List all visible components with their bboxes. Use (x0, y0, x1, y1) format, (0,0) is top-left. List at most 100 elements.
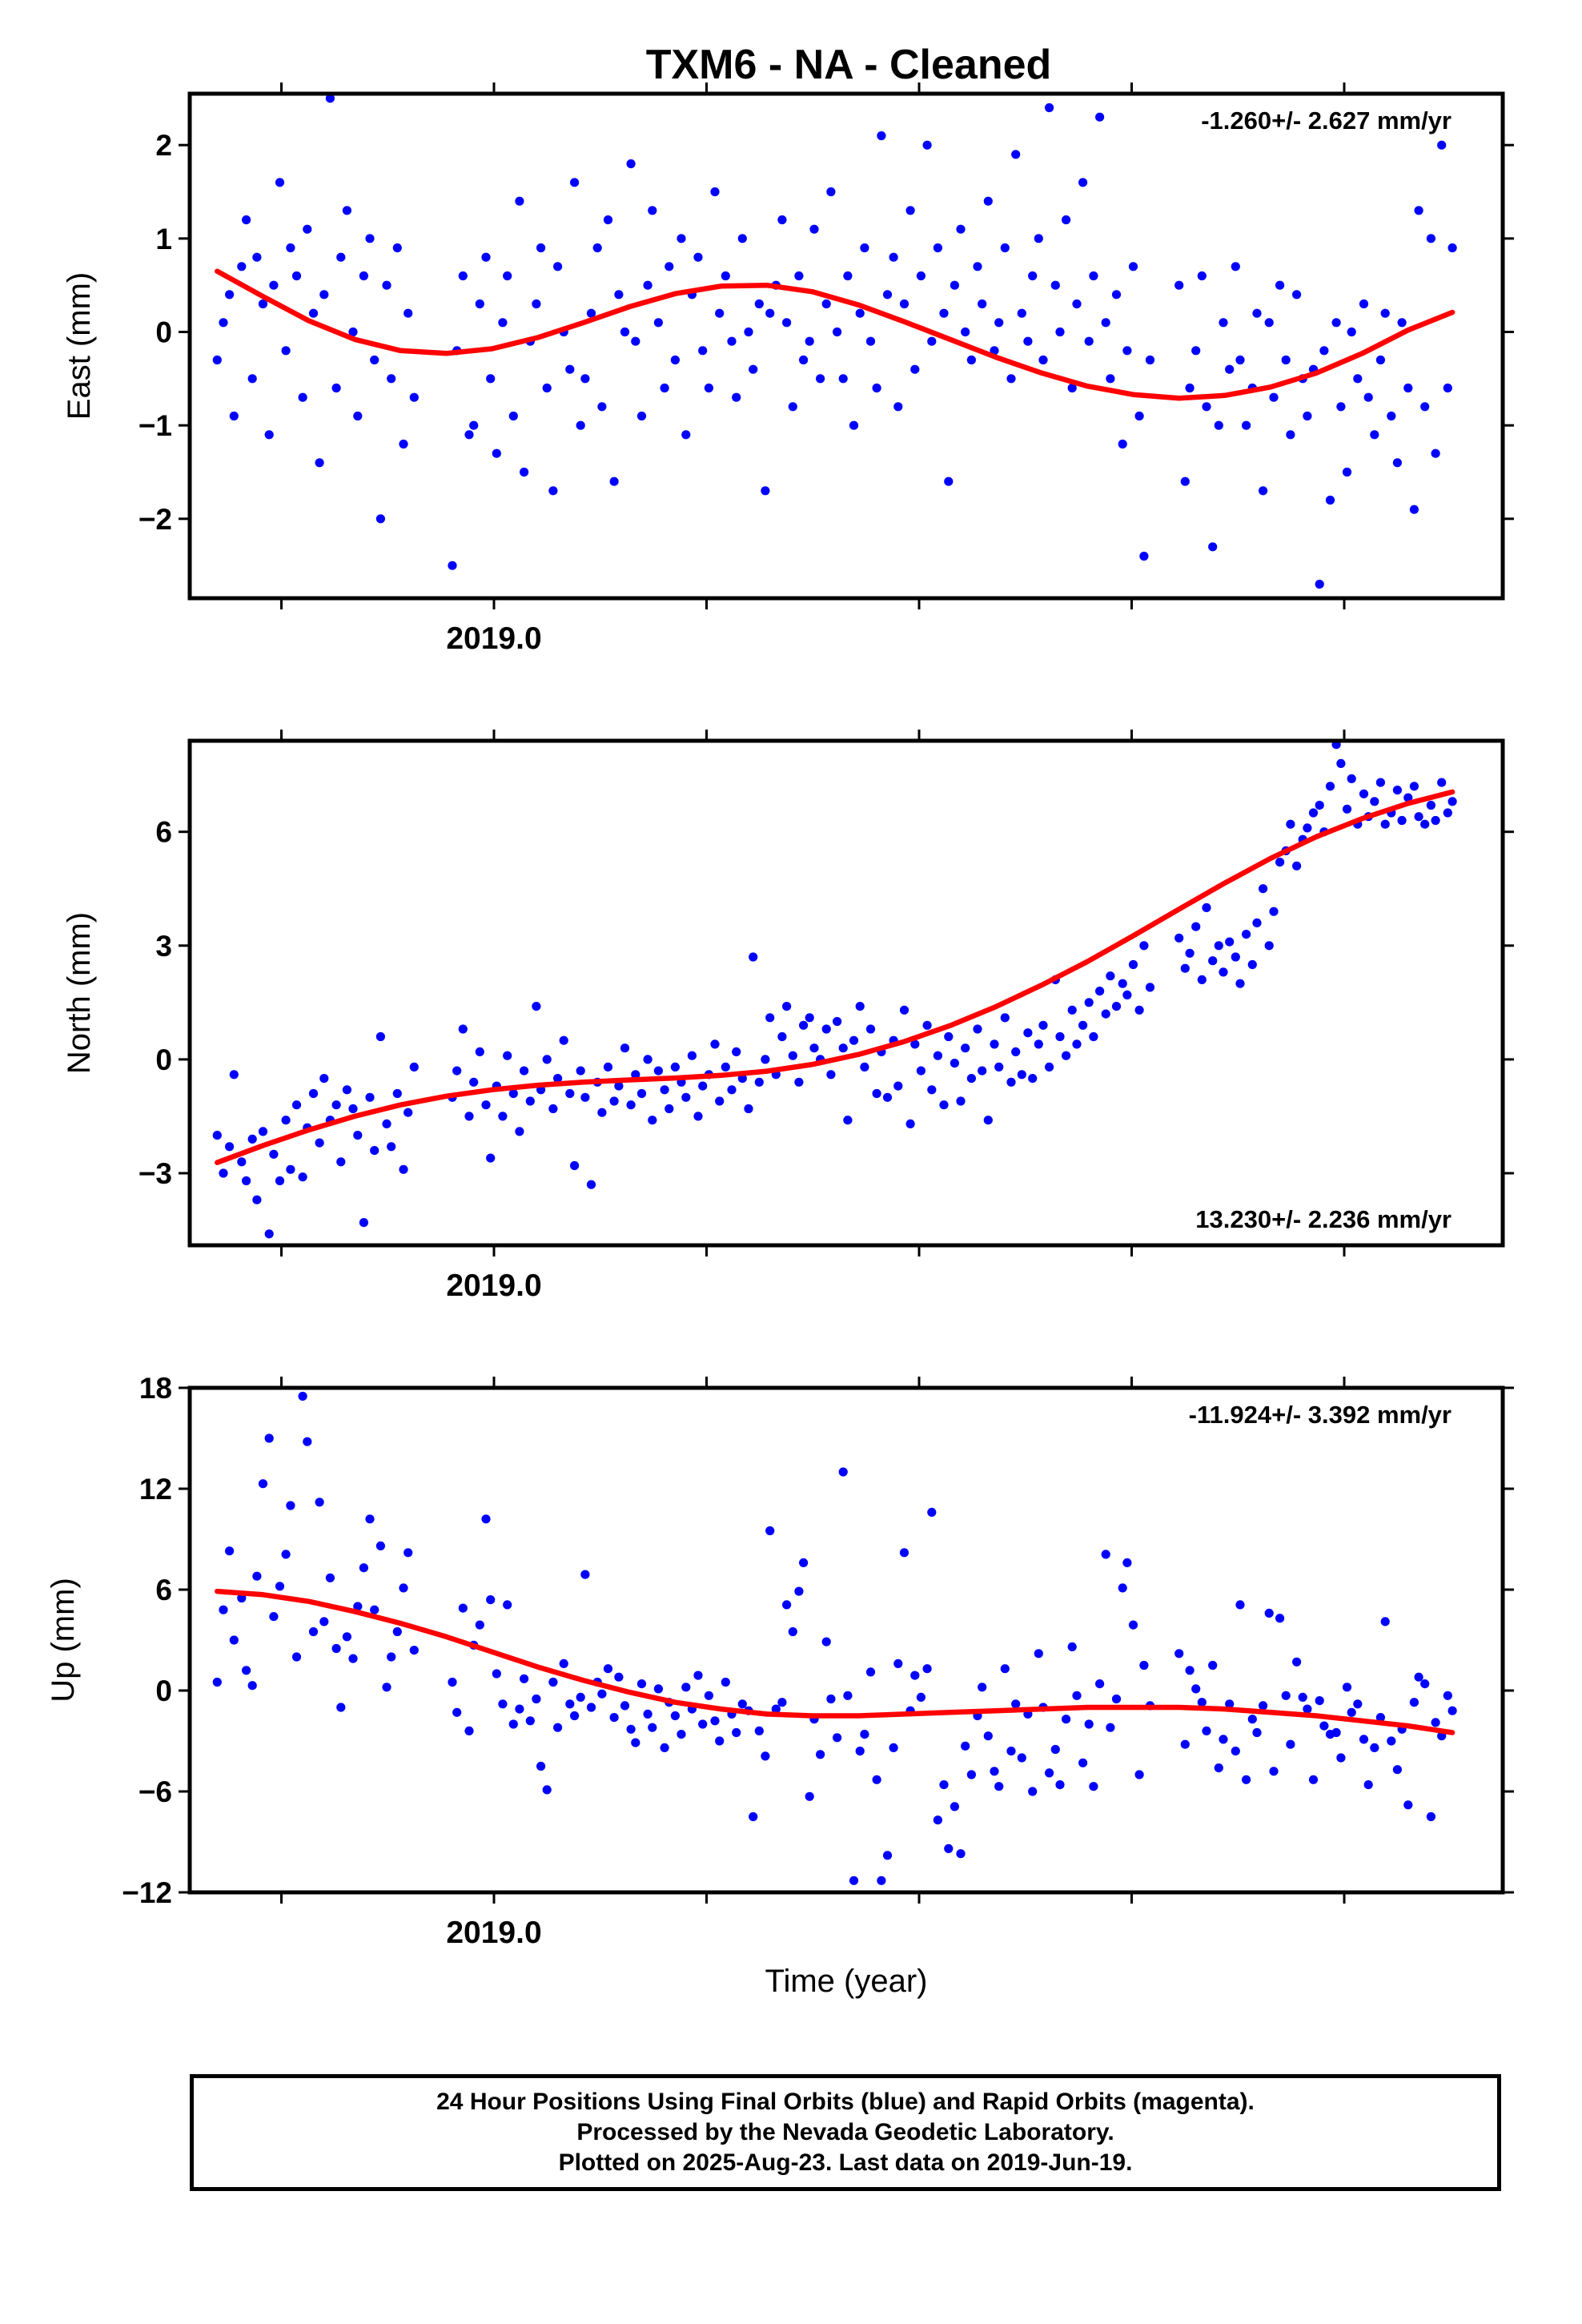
data-point (698, 1081, 708, 1091)
data-point (486, 1153, 496, 1163)
data-point (1034, 1039, 1043, 1049)
data-point (498, 1112, 508, 1121)
data-point (1409, 1698, 1419, 1707)
data-point (319, 1074, 329, 1084)
data-point (1214, 941, 1223, 951)
y-tick-label: 6 (155, 1574, 172, 1606)
y-tick-label: 2 (155, 129, 172, 162)
data-point (548, 1677, 558, 1687)
data-point (1062, 1051, 1071, 1060)
data-point (620, 1043, 630, 1053)
data-point (298, 1391, 307, 1401)
data-point (458, 1024, 468, 1034)
data-point (1017, 308, 1026, 318)
data-point (532, 299, 541, 309)
north-frame (187, 738, 1505, 1248)
data-point (247, 1681, 257, 1691)
data-point (212, 1677, 222, 1687)
data-point (1028, 1074, 1038, 1084)
data-point (1264, 941, 1274, 951)
data-point (525, 1716, 535, 1726)
data-point (1197, 1698, 1207, 1707)
data-point (1078, 178, 1088, 187)
data-point (956, 1096, 966, 1106)
data-point (592, 243, 602, 253)
data-point (893, 1659, 903, 1668)
data-point (359, 1218, 368, 1228)
data-point (252, 1195, 262, 1204)
data-point (308, 308, 319, 318)
data-point (1111, 290, 1122, 300)
data-point (281, 346, 291, 356)
data-point (882, 1092, 893, 1102)
data-point (1447, 243, 1457, 253)
data-point (893, 1081, 903, 1091)
data-point (1089, 1782, 1098, 1791)
y-tick-label: −12 (122, 1876, 172, 1909)
data-point (754, 299, 764, 309)
data-point (799, 1558, 809, 1567)
data-point (1055, 327, 1065, 337)
data-point (570, 1160, 580, 1171)
data-point (1214, 420, 1223, 430)
data-point (983, 1116, 993, 1125)
data-point (498, 1699, 508, 1709)
data-point (365, 1092, 375, 1102)
data-point (653, 318, 664, 328)
data-point (1347, 774, 1356, 784)
data-point (693, 252, 703, 262)
data-point (319, 1617, 329, 1626)
data-point (1259, 1701, 1268, 1711)
data-point (1342, 804, 1352, 814)
data-point (777, 1031, 787, 1042)
data-point (576, 1066, 585, 1076)
data-point (1375, 1713, 1385, 1723)
data-point (342, 1085, 351, 1095)
data-point (1231, 952, 1240, 962)
data-point (570, 178, 580, 187)
data-point (643, 280, 652, 290)
data-point (1380, 819, 1390, 829)
data-point (475, 299, 484, 309)
data-point (1331, 318, 1341, 328)
up-points (212, 1391, 1457, 1885)
data-point (1235, 355, 1245, 365)
data-point (1067, 1642, 1077, 1651)
data-point (247, 1134, 257, 1144)
data-point (665, 1104, 674, 1114)
data-point (799, 355, 809, 365)
data-point (933, 243, 942, 253)
data-point (392, 243, 402, 253)
data-point (636, 1679, 647, 1689)
data-point (872, 1775, 881, 1784)
data-point (242, 1176, 251, 1186)
data-point (353, 411, 363, 421)
data-point (508, 1088, 518, 1099)
data-point (843, 271, 853, 281)
data-point (1225, 364, 1235, 374)
data-point (1038, 1020, 1048, 1030)
data-point (1231, 1747, 1240, 1756)
data-point (258, 1127, 268, 1136)
data-point (648, 1723, 657, 1732)
data-point (1403, 383, 1413, 393)
data-point (636, 411, 647, 421)
data-point (1208, 542, 1218, 552)
data-point (1219, 318, 1228, 328)
data-point (1292, 1657, 1302, 1667)
chart-title: TXM6 - NA - Cleaned (646, 42, 1052, 88)
data-point (1347, 1707, 1356, 1717)
data-point (1443, 383, 1452, 393)
data-point (1347, 327, 1356, 337)
data-point (553, 1723, 563, 1732)
data-point (1387, 1736, 1396, 1746)
data-point (1392, 786, 1402, 795)
data-point (1363, 1780, 1373, 1790)
data-point (392, 1088, 402, 1099)
data-point (469, 1077, 479, 1087)
data-point (1303, 411, 1312, 421)
y-tick-label: 0 (155, 1675, 172, 1707)
data-point (620, 327, 630, 337)
data-point (727, 1085, 737, 1095)
data-point (515, 1704, 524, 1714)
